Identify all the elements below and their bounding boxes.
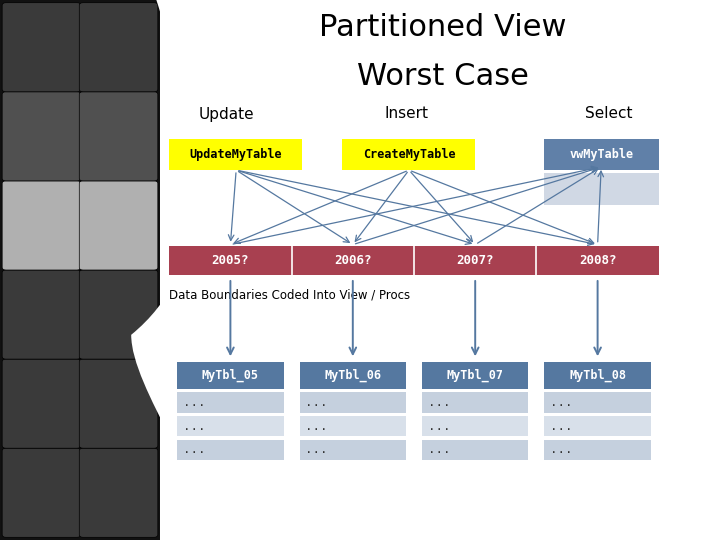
Bar	[544, 392, 651, 413]
Bar	[544, 416, 651, 436]
Text: ...: ...	[550, 420, 572, 433]
Bar	[0, 0, 160, 540]
Text: ...: ...	[183, 443, 205, 456]
Text: ...: ...	[305, 443, 328, 456]
Text: ...: ...	[305, 420, 328, 433]
FancyBboxPatch shape	[79, 359, 158, 448]
FancyBboxPatch shape	[79, 448, 158, 537]
Bar	[300, 440, 406, 460]
Bar	[300, 362, 406, 389]
PathPatch shape	[131, 0, 720, 540]
Text: ...: ...	[183, 396, 205, 409]
FancyBboxPatch shape	[79, 270, 158, 359]
Bar	[422, 416, 528, 436]
Text: MyTbl_08: MyTbl_08	[569, 369, 626, 382]
Bar	[177, 416, 284, 436]
FancyBboxPatch shape	[2, 359, 81, 448]
Text: ...: ...	[428, 443, 450, 456]
Text: ...: ...	[550, 396, 572, 409]
Bar	[177, 362, 284, 389]
Text: ...: ...	[428, 396, 450, 409]
Text: ...: ...	[183, 420, 205, 433]
Text: Insert: Insert	[384, 106, 429, 122]
Text: CreateMyTable: CreateMyTable	[363, 148, 455, 161]
Bar	[300, 416, 406, 436]
Text: vwMyTable: vwMyTable	[569, 148, 634, 161]
FancyBboxPatch shape	[79, 92, 158, 181]
Text: 2006?: 2006?	[334, 254, 372, 267]
Text: ...: ...	[428, 420, 450, 433]
Text: ...: ...	[550, 443, 572, 456]
Text: UpdateMyTable: UpdateMyTable	[190, 148, 282, 161]
Text: MyTbl_06: MyTbl_06	[324, 369, 382, 382]
Bar	[169, 246, 659, 275]
Bar	[544, 440, 651, 460]
Bar	[422, 362, 528, 389]
Text: 2007?: 2007?	[456, 254, 494, 267]
Bar	[177, 392, 284, 413]
Text: Partitioned View: Partitioned View	[319, 14, 567, 43]
FancyBboxPatch shape	[2, 181, 81, 270]
Text: Update: Update	[199, 106, 255, 122]
FancyBboxPatch shape	[79, 3, 158, 92]
Text: Select: Select	[585, 106, 632, 122]
FancyBboxPatch shape	[2, 270, 81, 359]
Text: MyTbl_07: MyTbl_07	[446, 369, 504, 382]
Bar	[342, 139, 475, 170]
Bar	[422, 440, 528, 460]
Bar	[169, 139, 302, 170]
Bar	[300, 392, 406, 413]
Text: ...: ...	[305, 396, 328, 409]
Bar	[544, 362, 651, 389]
Bar	[422, 392, 528, 413]
Bar	[544, 173, 659, 205]
Bar	[177, 440, 284, 460]
FancyBboxPatch shape	[2, 92, 81, 181]
Text: 2005?: 2005?	[212, 254, 249, 267]
Text: MyTbl_05: MyTbl_05	[202, 369, 259, 382]
Text: Data Boundaries Coded Into View / Procs: Data Boundaries Coded Into View / Procs	[169, 289, 410, 302]
Bar	[544, 139, 659, 170]
FancyBboxPatch shape	[79, 181, 158, 270]
FancyBboxPatch shape	[2, 3, 81, 92]
Text: Worst Case: Worst Case	[357, 62, 528, 91]
Text: 2008?: 2008?	[579, 254, 616, 267]
FancyBboxPatch shape	[2, 448, 81, 537]
